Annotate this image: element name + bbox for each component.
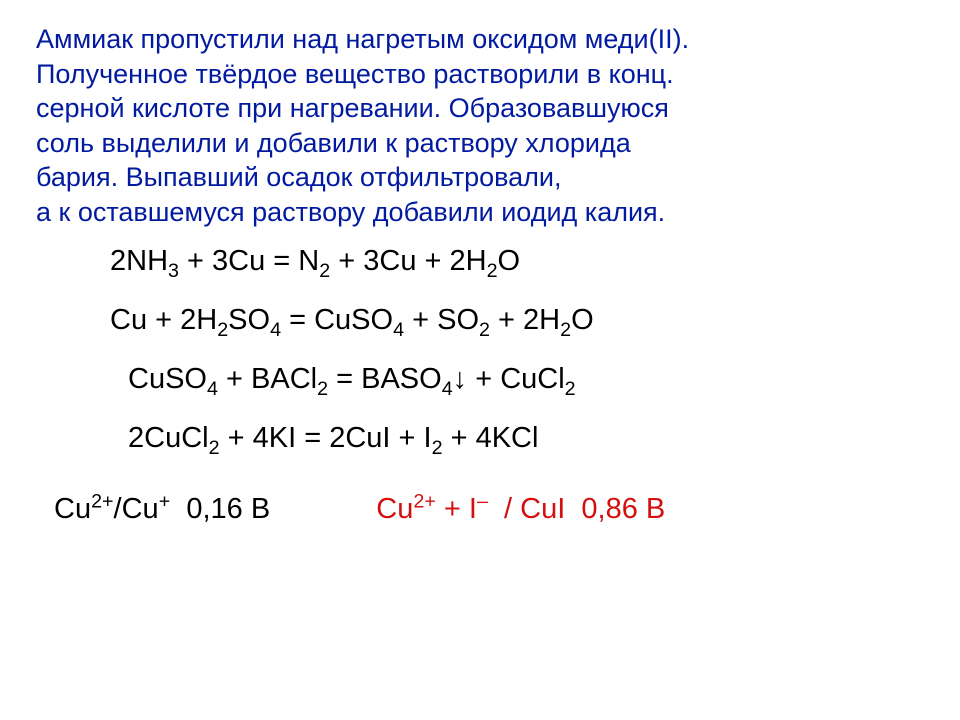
potential-left: Cu2+/Cu+ 0,16 В <box>54 493 270 525</box>
equation-2: Cu + 2H2SO4 = CuSO4 + SO2 + 2H2O <box>110 306 924 335</box>
problem-line-3: серной кислоте при нагревании. Образовав… <box>36 93 669 123</box>
equation-4: 2CuCl2 + 4KI = 2CuI + I2 + 4KCl <box>128 424 924 453</box>
equation-3: CuSO4 + BACl2 = BASO4↓ + CuCl2 <box>128 365 924 394</box>
problem-line-1: Аммиак пропустили над нагретым оксидом м… <box>36 24 689 54</box>
slide-root: Аммиак пропустили над нагретым оксидом м… <box>0 0 960 720</box>
problem-statement: Аммиак пропустили над нагретым оксидом м… <box>36 22 924 229</box>
potential-right: Cu2+ + I– / CuI 0,86 В <box>376 493 665 525</box>
problem-line-2: Полученное твёрдое вещество растворили в… <box>36 59 674 89</box>
problem-line-6: а к оставшемуся раствору добавили иодид … <box>36 197 665 227</box>
equation-1: 2NH3 + 3Cu = N2 + 3Cu + 2H2O <box>110 247 924 276</box>
equations-block: 2NH3 + 3Cu = N2 + 3Cu + 2H2O Cu + 2H2SO4… <box>36 247 924 453</box>
problem-line-5: бария. Выпавший осадок отфильтровали, <box>36 162 562 192</box>
redox-potentials: Cu2+/Cu+ 0,16 В Cu2+ + I– / CuI 0,86 В <box>54 493 924 526</box>
problem-line-4: соль выделили и добавили к раствору хлор… <box>36 128 631 158</box>
